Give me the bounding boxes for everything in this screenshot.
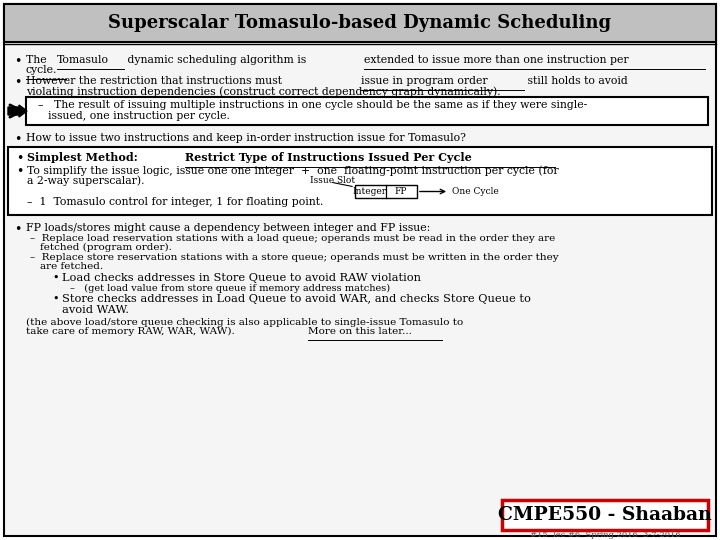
Text: One Cycle: One Cycle xyxy=(452,187,499,196)
Text: •: • xyxy=(16,152,23,165)
Text: Simplest Method:: Simplest Method: xyxy=(27,152,149,163)
Bar xyxy=(8,147,712,215)
Text: •: • xyxy=(52,294,58,304)
Text: violating instruction dependencies (construct correct dependency graph dynamical: violating instruction dependencies (cons… xyxy=(26,86,500,97)
Text: issue in program order: issue in program order xyxy=(361,76,487,86)
Text: –  Replace load reservation stations with a load queue; operands must be read in: – Replace load reservation stations with… xyxy=(30,234,555,243)
Text: Integer: Integer xyxy=(353,187,387,196)
Text: (the above load/store queue checking is also applicable to single-issue Tomasulo: (the above load/store queue checking is … xyxy=(26,318,463,327)
Text: To simplify the issue logic, issue one one integer  +  one  floating-point instr: To simplify the issue logic, issue one o… xyxy=(27,165,559,176)
Text: #15  lec #6  Spring 2016  3-7-2016: #15 lec #6 Spring 2016 3-7-2016 xyxy=(530,531,680,539)
Text: –   (get load value from store queue if memory address matches): – (get load value from store queue if me… xyxy=(70,284,390,293)
Text: •: • xyxy=(52,273,58,283)
Text: Restrict Type of Instructions Issued Per Cycle: Restrict Type of Instructions Issued Per… xyxy=(185,152,472,163)
Text: Load checks addresses in Store Queue to avoid RAW violation: Load checks addresses in Store Queue to … xyxy=(62,273,421,283)
Text: FP loads/stores might cause a dependency between integer and FP issue:: FP loads/stores might cause a dependency… xyxy=(26,223,431,233)
Text: More on this later...: More on this later... xyxy=(308,327,412,336)
Text: –  1  Tomasulo control for integer, 1 for floating point.: – 1 Tomasulo control for integer, 1 for … xyxy=(27,197,323,207)
FancyArrow shape xyxy=(8,105,27,117)
Text: fetched (program order).: fetched (program order). xyxy=(40,243,172,252)
Bar xyxy=(26,97,708,125)
Text: Store checks addresses in Load Queue to avoid WAR, and checks Store Queue to: Store checks addresses in Load Queue to … xyxy=(62,294,531,304)
Text: a 2-way superscalar).: a 2-way superscalar). xyxy=(27,175,145,186)
Text: Issue Slot: Issue Slot xyxy=(310,176,355,185)
Bar xyxy=(355,185,417,198)
Bar xyxy=(502,500,708,530)
Text: –   The result of issuing multiple instructions in one cycle should be the same : – The result of issuing multiple instruc… xyxy=(38,100,588,110)
Text: CMPE550 - Shaaban: CMPE550 - Shaaban xyxy=(498,506,712,524)
Text: take care of memory RAW, WAR, WAW).: take care of memory RAW, WAR, WAW). xyxy=(26,327,245,336)
Text: avoid WAW.: avoid WAW. xyxy=(62,305,129,315)
Text: FP: FP xyxy=(395,187,408,196)
Text: How to issue two instructions and keep in-order instruction issue for Tomasulo?: How to issue two instructions and keep i… xyxy=(26,133,466,143)
Text: Superscalar Tomasulo-based Dynamic Scheduling: Superscalar Tomasulo-based Dynamic Sched… xyxy=(109,14,611,32)
Text: •: • xyxy=(16,165,23,178)
Text: extended to issue more than one instruction per: extended to issue more than one instruct… xyxy=(364,55,629,65)
Text: •: • xyxy=(14,223,22,236)
Text: •: • xyxy=(14,55,22,68)
Text: –  Replace store reservation stations with a store queue; operands must be writt: – Replace store reservation stations wit… xyxy=(30,253,559,262)
Text: Tomasulo: Tomasulo xyxy=(57,55,109,65)
Text: However the restriction that instructions must: However the restriction that instruction… xyxy=(26,76,286,86)
Text: cycle.: cycle. xyxy=(26,65,58,75)
Text: •: • xyxy=(14,133,22,146)
Text: •: • xyxy=(14,76,22,89)
Bar xyxy=(4,4,716,42)
Text: are fetched.: are fetched. xyxy=(40,262,103,271)
Text: still holds to avoid: still holds to avoid xyxy=(524,76,628,86)
Text: issued, one instruction per cycle.: issued, one instruction per cycle. xyxy=(48,111,230,121)
Text: dynamic scheduling algorithm is: dynamic scheduling algorithm is xyxy=(125,55,310,65)
Text: The: The xyxy=(26,55,50,65)
